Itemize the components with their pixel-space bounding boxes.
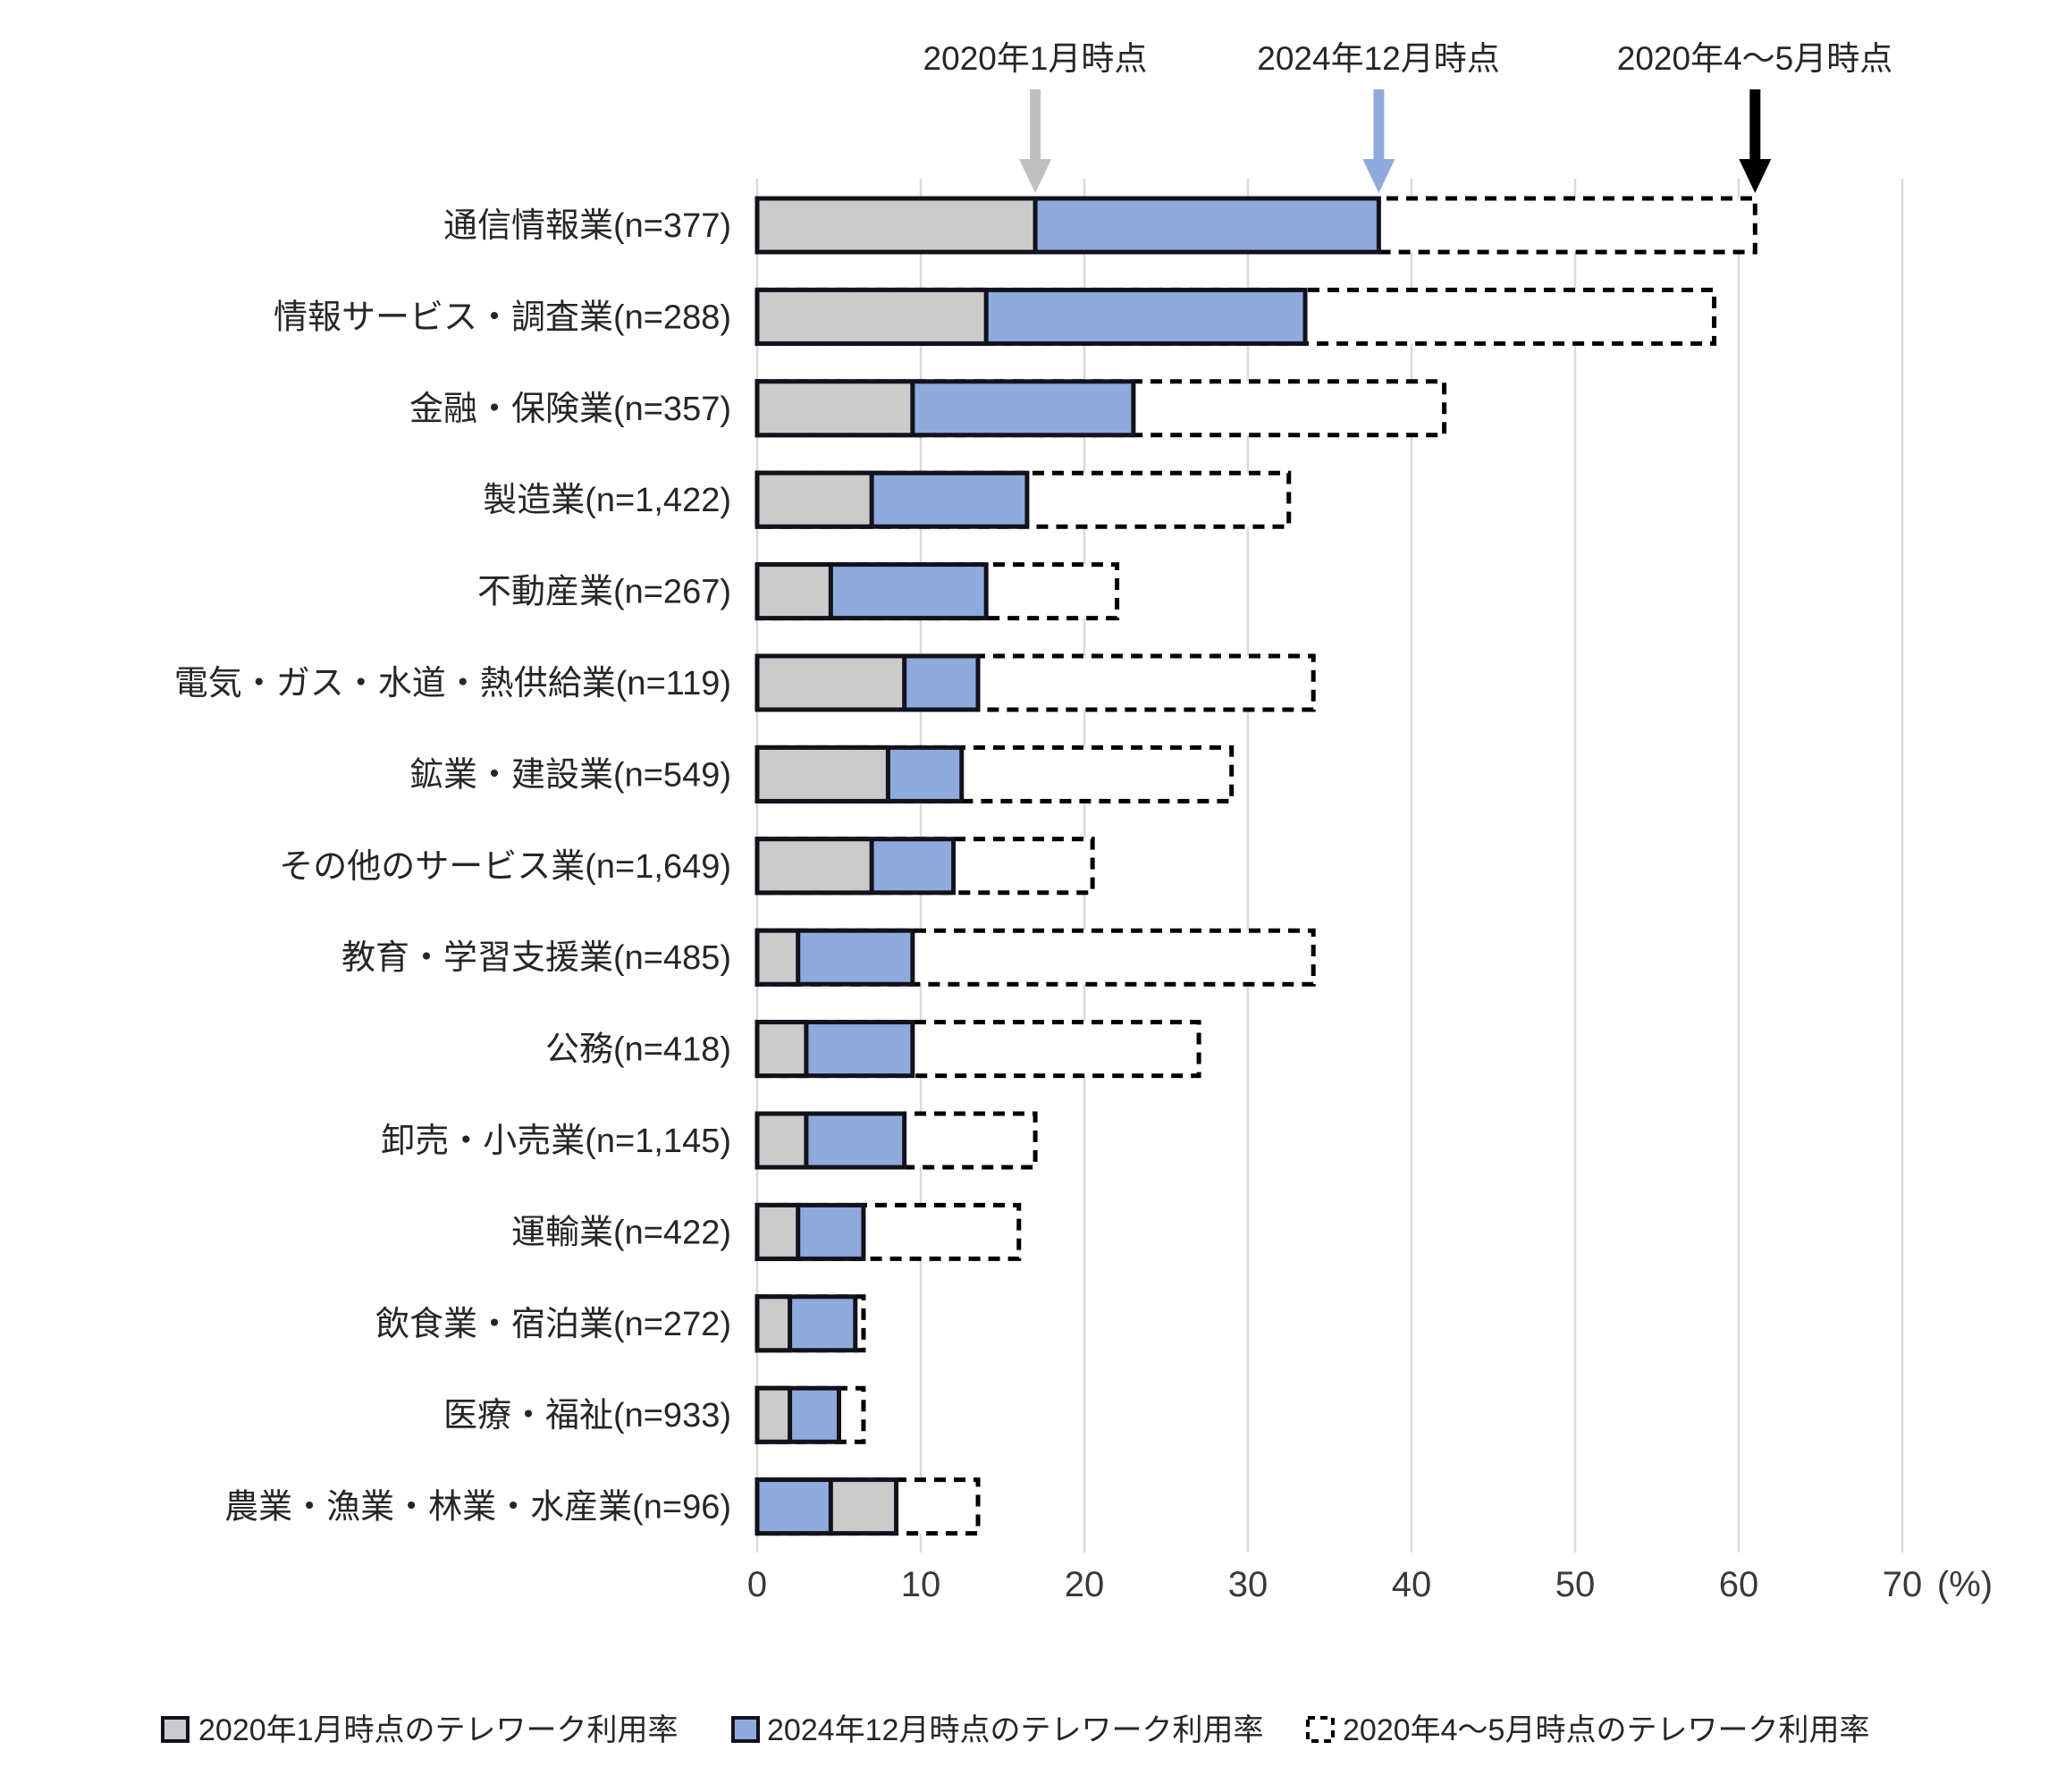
bar-2024-12 bbox=[754, 1477, 833, 1536]
category-label: 教育・学習支援業(n=485) bbox=[341, 939, 731, 977]
legend-swatch-1 bbox=[731, 1716, 760, 1743]
category-label: 通信情報業(n=377) bbox=[443, 207, 731, 245]
bar-2020-01 bbox=[754, 653, 907, 712]
bar-2020-01 bbox=[754, 837, 874, 896]
x-tick-label: 40 bbox=[1392, 1565, 1432, 1604]
x-axis-tick-layer: 0 10 20 30 40 50 60 70 bbox=[747, 1565, 1922, 1604]
category-label: 卸売・小売業(n=1,145) bbox=[381, 1123, 731, 1160]
x-tick-label: 0 bbox=[747, 1565, 767, 1604]
bar-2020-01 bbox=[754, 562, 833, 621]
legend-layer: 2020年1月時点のテレワーク利用率 2024年12月時点のテレワーク利用率 202… bbox=[161, 1713, 1869, 1747]
category-label: 農業・漁業・林業・水産業(n=96) bbox=[224, 1489, 731, 1527]
category-label: 電気・ガス・水道・熱供給業(n=119) bbox=[174, 665, 731, 702]
arrow-shaft-2020-01 bbox=[1030, 89, 1041, 161]
arrow-shaft-2024-12 bbox=[1373, 89, 1385, 161]
bar-2020-01 bbox=[754, 1294, 793, 1353]
category-label: その他のサービス業(n=1,649) bbox=[279, 848, 731, 886]
category-label: 飲食業・宿泊業(n=272) bbox=[375, 1306, 731, 1343]
bar-2020-01 bbox=[754, 928, 801, 987]
annotation-arrow-layer bbox=[1019, 89, 1772, 193]
arrow-head-2020-04-05 bbox=[1739, 159, 1772, 193]
category-label: 鉱業・建設業(n=549) bbox=[409, 756, 731, 794]
bar-2020-01 bbox=[754, 745, 890, 803]
x-tick-label: 60 bbox=[1719, 1565, 1759, 1604]
x-tick-label: 20 bbox=[1065, 1565, 1105, 1604]
annotation-label-2020-01: 2020年1月時点 bbox=[923, 40, 1148, 77]
category-label-layer: 通信情報業(n=377) 情報サービス・調査業(n=288) 金融・保険業(n=35… bbox=[174, 207, 731, 1527]
category-label: 運輸業(n=422) bbox=[511, 1214, 731, 1251]
bar-2020-01 bbox=[754, 1202, 801, 1261]
bar-2020-01 bbox=[754, 1020, 809, 1079]
bar-layer bbox=[754, 196, 1757, 1536]
x-tick-label: 50 bbox=[1555, 1565, 1596, 1604]
annotation-label-2024-12: 2024年12月時点 bbox=[1257, 40, 1499, 77]
legend-swatch-2 bbox=[1306, 1716, 1335, 1743]
arrow-head-2020-01 bbox=[1019, 159, 1052, 193]
category-label: 製造業(n=1,422) bbox=[483, 482, 731, 519]
bar-2020-01 bbox=[754, 196, 1038, 255]
arrow-head-2024-12 bbox=[1362, 159, 1395, 193]
category-label: 公務(n=418) bbox=[545, 1031, 731, 1069]
category-label: 情報サービス・調査業(n=288) bbox=[274, 299, 731, 336]
category-label: 不動産業(n=267) bbox=[477, 574, 731, 611]
bar-2020-01 bbox=[754, 287, 989, 346]
bar-2020-01 bbox=[754, 1385, 793, 1444]
bar-2020-01 bbox=[754, 470, 874, 529]
percent-unit-label: (%) bbox=[1937, 1565, 1993, 1604]
category-label: 金融・保険業(n=357) bbox=[409, 391, 731, 428]
annotation-label-2020-04-05: 2020年4～5月時点 bbox=[1617, 40, 1892, 77]
category-label: 医療・福祉(n=933) bbox=[443, 1397, 731, 1434]
legend-swatch-0 bbox=[161, 1716, 190, 1743]
x-tick-label: 30 bbox=[1228, 1565, 1268, 1604]
x-tick-label: 70 bbox=[1883, 1565, 1923, 1604]
legend-label-2: 2020年4～5月時点のテレワーク利用率 bbox=[1343, 1713, 1869, 1747]
bar-2020-01 bbox=[754, 1111, 809, 1170]
legend-label-1: 2024年12月時点のテレワーク利用率 bbox=[767, 1713, 1263, 1747]
legend-label-0: 2020年1月時点のテレワーク利用率 bbox=[198, 1713, 678, 1747]
x-tick-label: 10 bbox=[901, 1565, 941, 1604]
arrow-shaft-2020-04-05 bbox=[1749, 89, 1761, 161]
bar-2020-01 bbox=[754, 379, 915, 438]
